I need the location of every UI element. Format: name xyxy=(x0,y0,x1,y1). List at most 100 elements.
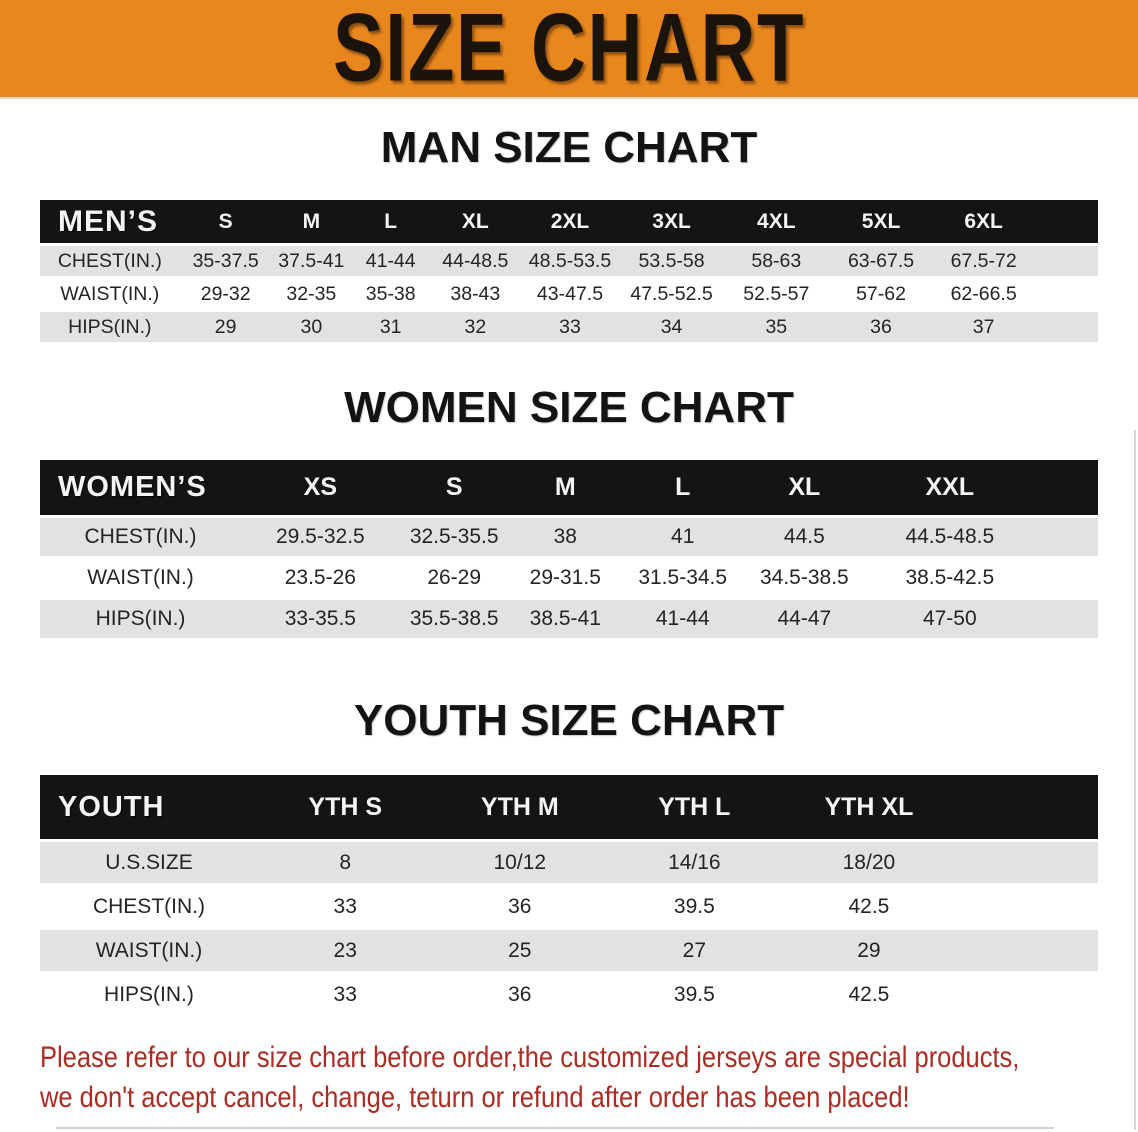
table-title-cell: WOMEN’S xyxy=(40,460,242,515)
size-table: WOMEN’S XS S M L XL XXL CHEST(IN.) 29.5-32.5 32.5… xyxy=(40,457,1098,641)
women-size-chart-heading: WOMEN SIZE CHART xyxy=(344,383,794,432)
value-cell: 33-35.5 xyxy=(241,600,400,638)
womens-size-table: WOMEN’S XS S M L XL XXL CHEST(IN.) 29.5-32.5 32.5… xyxy=(40,457,1098,641)
size-header-cell: YTH L xyxy=(607,775,782,839)
table-row: U.S.SIZE 8 10/12 14/16 18/20 xyxy=(40,842,1098,883)
spacer-header-cell xyxy=(956,775,1098,839)
size-header-cell: YTH XL xyxy=(781,775,957,839)
table-row: HIPS(IN.) 29 30 31 32 33 34 35 36 37 xyxy=(40,312,1098,342)
measure-label-cell: U.S.SIZE xyxy=(40,842,258,883)
scan-edge-right-artifact xyxy=(1134,430,1136,1130)
disclaimer-text: Please refer to our size chart before or… xyxy=(40,1038,1020,1118)
value-cell: 43-47.5 xyxy=(536,282,604,305)
youth-size-table: YOUTH YTH S YTH M YTH L YTH XL U.S.SIZE 8 10/12… xyxy=(40,772,1098,1018)
spacer-cell xyxy=(1034,246,1098,276)
value-cell: 41-44 xyxy=(621,600,744,638)
measure-label-cell: HIPS(IN.) xyxy=(40,600,242,638)
value-cell: 31 xyxy=(351,312,431,342)
size-header-cell: S xyxy=(179,200,272,243)
size-header-cell: 3XL xyxy=(619,200,724,243)
spacer-cell xyxy=(1034,559,1098,597)
value-cell: 29 xyxy=(781,930,957,971)
size-header-cell: S xyxy=(399,460,509,515)
value-cell: 44-48.5 xyxy=(430,246,521,276)
value-cell: 32.5-35.5 xyxy=(399,518,509,556)
size-header-cell: 6XL xyxy=(932,200,1035,243)
value-cell: 39.5 xyxy=(673,894,715,918)
value-cell: 67.5-72 xyxy=(932,246,1035,276)
value-cell: 18/20 xyxy=(781,842,957,883)
size-header-cell: 5XL xyxy=(829,200,933,243)
table-title-cell: MEN’S xyxy=(40,200,180,243)
value-cell: 34.5-38.5 xyxy=(759,566,849,589)
value-cell: 42.5 xyxy=(848,982,890,1006)
size-header-cell: XS xyxy=(241,460,400,515)
spacer-cell xyxy=(956,930,1098,971)
spacer-header-cell xyxy=(1034,200,1098,243)
size-table: YOUTH YTH S YTH M YTH L YTH XL U.S.SIZE 8 10/12… xyxy=(40,772,1098,1018)
value-cell: 36 xyxy=(508,982,532,1006)
value-cell: 38-43 xyxy=(450,282,501,305)
value-cell: 29-32 xyxy=(200,282,251,305)
value-cell: 30 xyxy=(271,312,352,342)
value-cell: 14/16 xyxy=(607,842,782,883)
measure-label-cell: CHEST(IN.) xyxy=(40,518,242,556)
table-header-row: MEN’S S M L XL 2XL 3XL 4XL 5XL 6XL xyxy=(40,200,1098,243)
value-cell: 31.5-34.5 xyxy=(638,566,728,589)
value-cell: 47.5-52.5 xyxy=(630,282,713,305)
spacer-cell xyxy=(1034,518,1098,556)
value-cell: 57-62 xyxy=(856,282,906,305)
spacer-cell xyxy=(1034,312,1098,342)
table-title-cell: YOUTH xyxy=(40,775,258,839)
measure-label-cell: HIPS(IN.) xyxy=(104,982,194,1006)
value-cell: 38.5-42.5 xyxy=(905,566,995,589)
value-cell: 23 xyxy=(257,930,433,971)
spacer-cell xyxy=(956,886,1098,927)
spacer-cell xyxy=(956,974,1098,1015)
value-cell: 33 xyxy=(520,312,620,342)
measure-label-cell: CHEST(IN.) xyxy=(40,246,180,276)
size-header-cell: L xyxy=(621,460,744,515)
man-size-chart-heading: MAN SIZE CHART xyxy=(380,123,758,172)
scan-edge-bottom-artifact xyxy=(56,1127,1054,1129)
value-cell: 58-63 xyxy=(723,246,830,276)
size-header-cell: M xyxy=(508,460,622,515)
value-cell: 44-47 xyxy=(743,600,866,638)
disclaimer-line-1: Please refer to our size chart before or… xyxy=(40,1041,1020,1074)
size-header-cell: XXL xyxy=(865,460,1035,515)
spacer-cell xyxy=(956,842,1098,883)
value-cell: 8 xyxy=(257,842,433,883)
size-header-cell: YTH S xyxy=(257,775,433,839)
value-cell: 35-37.5 xyxy=(179,246,272,276)
page-title: SIZE CHART xyxy=(333,0,805,103)
measure-label-cell: WAIST(IN.) xyxy=(87,566,194,589)
value-cell: 36 xyxy=(508,894,532,918)
value-cell: 37.5-41 xyxy=(271,246,352,276)
value-cell: 29 xyxy=(179,312,272,342)
table-row: WAIST(IN.) 23 25 27 29 xyxy=(40,930,1098,971)
measure-label-cell: WAIST(IN.) xyxy=(60,282,160,305)
table-header-row: WOMEN’S XS S M L XL XXL xyxy=(40,460,1098,515)
table-row: WAIST(IN.) 23.5-26 26-29 29-31.5 31.5-34.5 34… xyxy=(40,559,1098,597)
disclaimer-line-2: we don't accept cancel, change, teturn o… xyxy=(40,1081,910,1114)
value-cell: 42.5 xyxy=(848,894,890,918)
value-cell: 47-50 xyxy=(865,600,1035,638)
value-cell: 38 xyxy=(508,518,622,556)
spacer-cell xyxy=(1034,600,1098,638)
size-header-cell: XL xyxy=(430,200,521,243)
value-cell: 39.5 xyxy=(673,982,715,1006)
value-cell: 44.5-48.5 xyxy=(865,518,1035,556)
value-cell: 27 xyxy=(607,930,782,971)
table-row: CHEST(IN.) 33 36 39.5 42.5 xyxy=(40,886,1098,927)
value-cell: 63-67.5 xyxy=(829,246,933,276)
size-header-cell: 4XL xyxy=(723,200,830,243)
measure-label-cell: WAIST(IN.) xyxy=(40,930,258,971)
table-row: CHEST(IN.) 29.5-32.5 32.5-35.5 38 41 44.5 44.5… xyxy=(40,518,1098,556)
youth-size-chart-heading: YOUTH SIZE CHART xyxy=(353,696,785,745)
spacer-cell xyxy=(1034,279,1098,309)
value-cell: 48.5-53.5 xyxy=(520,246,620,276)
value-cell: 53.5-58 xyxy=(619,246,724,276)
value-cell: 35.5-38.5 xyxy=(399,600,509,638)
value-cell: 41 xyxy=(621,518,744,556)
table-row: HIPS(IN.) 33-35.5 35.5-38.5 38.5-41 41-44 44-… xyxy=(40,600,1098,638)
